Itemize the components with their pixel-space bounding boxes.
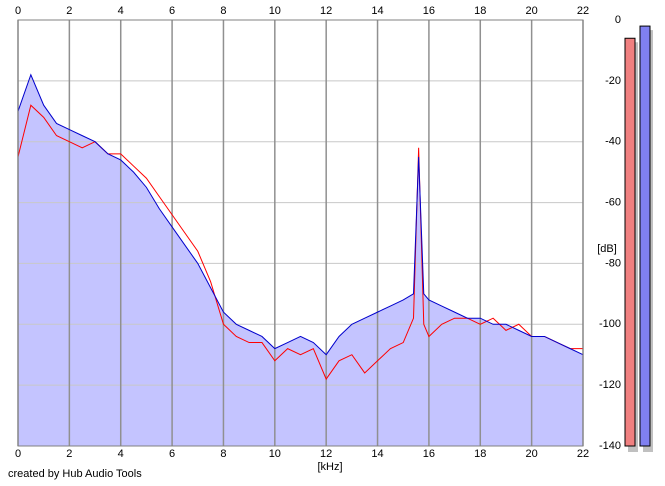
x-tick-label: 16 <box>423 5 435 17</box>
level-meter <box>639 25 651 447</box>
x-tick-label: 6 <box>169 5 175 17</box>
x-tick-label: 2 <box>66 448 72 460</box>
x-tick-label: 10 <box>269 448 281 460</box>
x-tick-label: 8 <box>220 448 226 460</box>
y-tick-label: -120 <box>599 379 621 391</box>
footer: created by Hub Audio Tools <box>8 468 142 480</box>
x-tick-label: 16 <box>423 448 435 460</box>
x-tick-label: 18 <box>474 448 486 460</box>
level-meter <box>624 37 636 447</box>
y-tick-label: -100 <box>599 318 621 330</box>
plot-border <box>17 19 584 447</box>
x-tick-label: 2 <box>66 5 72 17</box>
x-tick-label: 4 <box>118 5 124 17</box>
y-axis-label: [dB] <box>597 243 617 255</box>
x-tick-label: 18 <box>474 5 486 17</box>
y-tick-label: -140 <box>599 440 621 452</box>
spectrum-line <box>17 73 584 356</box>
x-tick-label: 12 <box>320 5 332 17</box>
x-tick-label: 14 <box>371 448 383 460</box>
spectrum-line <box>17 104 583 381</box>
x-tick-label: 14 <box>371 5 383 17</box>
y-tick-label: -80 <box>605 257 621 269</box>
x-tick-label: 0 <box>15 5 21 17</box>
x-tick-label: 12 <box>320 448 332 460</box>
y-tick-label: -60 <box>605 196 621 208</box>
y-tick-label: -40 <box>605 136 621 148</box>
y-tick-label: -20 <box>605 75 621 87</box>
x-tick-label: 8 <box>220 5 226 17</box>
x-tick-label: 0 <box>15 448 21 460</box>
x-tick-label: 22 <box>577 448 589 460</box>
y-tick-label: 0 <box>615 14 621 26</box>
x-tick-label: 22 <box>577 5 589 17</box>
x-tick-label: 10 <box>269 5 281 17</box>
x-axis-label: [kHz] <box>317 461 342 473</box>
x-tick-label: 6 <box>169 448 175 460</box>
x-tick-label: 4 <box>118 448 124 460</box>
x-tick-label: 20 <box>526 448 538 460</box>
x-tick-label: 20 <box>526 5 538 17</box>
area-fill <box>18 74 583 447</box>
